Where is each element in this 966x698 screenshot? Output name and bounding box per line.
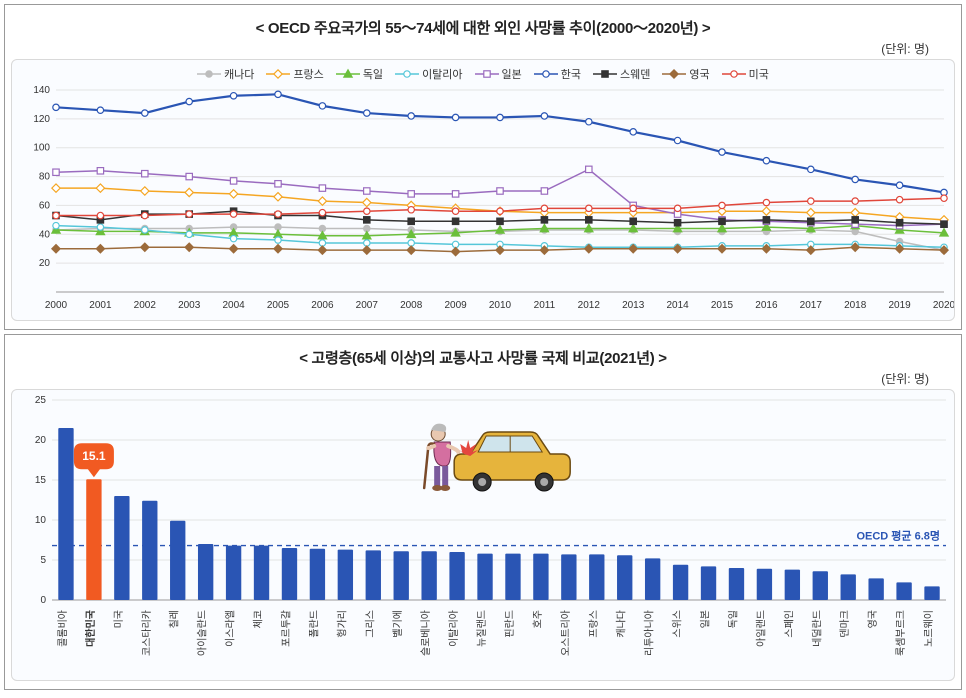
svg-text:스위스: 스위스: [671, 610, 684, 638]
svg-text:2010: 2010: [489, 300, 512, 311]
svg-text:140: 140: [33, 85, 50, 96]
legend-item: 프랑스: [266, 66, 323, 82]
svg-text:이스라엘: 이스라엘: [224, 610, 237, 647]
svg-text:콜롬비아: 콜롬비아: [57, 610, 69, 647]
svg-text:2002: 2002: [134, 300, 157, 311]
svg-text:호주: 호주: [532, 610, 544, 628]
line-chart-area: 캐나다 프랑스 독일 이탈리아 일본 한국 스웨덴 영국 미국 20 40 60 80 100 120 14…: [11, 59, 955, 321]
svg-text:독일: 독일: [727, 610, 739, 628]
svg-text:일본: 일본: [700, 610, 712, 628]
svg-text:20: 20: [39, 258, 51, 269]
svg-text:2001: 2001: [89, 300, 112, 311]
bar-chart-panel: < 고령층(65세 이상)의 교통사고 사망률 국제 비교(2021년) > (…: [4, 334, 962, 690]
svg-text:120: 120: [33, 114, 50, 125]
svg-text:2016: 2016: [755, 300, 778, 311]
svg-text:2000: 2000: [45, 300, 68, 311]
svg-text:2006: 2006: [311, 300, 334, 311]
svg-text:캐나다: 캐나다: [616, 610, 628, 638]
svg-text:15.1: 15.1: [82, 449, 106, 463]
svg-text:2007: 2007: [356, 300, 379, 311]
svg-text:2008: 2008: [400, 300, 423, 311]
legend-item: 일본: [475, 66, 522, 82]
svg-text:영국: 영국: [867, 610, 879, 628]
legend-item: 미국: [722, 66, 769, 82]
svg-text:2017: 2017: [800, 300, 823, 311]
svg-text:아이슬란드: 아이슬란드: [197, 610, 209, 656]
svg-text:이탈리아: 이탈리아: [447, 610, 460, 647]
legend-item: 이탈리아: [395, 66, 462, 82]
svg-text:덴마크: 덴마크: [839, 610, 851, 638]
svg-text:대한민국: 대한민국: [84, 610, 97, 647]
svg-text:포르투갈: 포르투갈: [279, 610, 292, 647]
legend-item: 독일: [336, 66, 383, 82]
svg-text:칠레: 칠레: [169, 610, 181, 628]
svg-text:2013: 2013: [622, 300, 645, 311]
svg-text:60: 60: [39, 200, 51, 211]
svg-text:40: 40: [39, 229, 51, 240]
svg-text:핀란드: 핀란드: [504, 610, 516, 638]
svg-text:아일랜드: 아일랜드: [755, 610, 767, 647]
svg-text:오스트리아: 오스트리아: [560, 610, 572, 656]
svg-text:리투아니아: 리투아니아: [644, 610, 656, 656]
svg-text:헝가리: 헝가리: [336, 610, 348, 638]
svg-text:코스타리카: 코스타리카: [141, 610, 153, 656]
svg-text:5: 5: [40, 555, 46, 566]
line-chart-unit: (단위: 명): [11, 40, 955, 57]
legend-item: 한국: [534, 66, 581, 82]
svg-text:OECD 평균 6.8명: OECD 평균 6.8명: [856, 529, 940, 543]
svg-text:100: 100: [33, 143, 50, 154]
svg-text:20: 20: [35, 435, 47, 446]
svg-text:10: 10: [35, 515, 47, 526]
svg-text:룩셈부르크: 룩셈부르크: [895, 610, 907, 656]
svg-text:2019: 2019: [888, 300, 911, 311]
line-chart-panel: < OECD 주요국가의 55～74세에 대한 외인 사망률 추이(2000～2…: [4, 4, 962, 330]
highlight-callout: 15.1: [74, 443, 114, 477]
bar-chart-unit: (단위: 명): [11, 370, 955, 387]
svg-text:슬로베니아: 슬로베니아: [420, 610, 432, 656]
svg-text:2003: 2003: [178, 300, 201, 311]
svg-text:그리스: 그리스: [364, 610, 376, 638]
svg-text:체코: 체코: [253, 610, 265, 628]
svg-text:2020: 2020: [933, 300, 955, 311]
svg-text:프랑스: 프랑스: [588, 610, 600, 638]
svg-text:폴란드: 폴란드: [308, 610, 320, 638]
svg-text:2005: 2005: [267, 300, 290, 311]
svg-text:2011: 2011: [534, 300, 556, 311]
svg-text:80: 80: [39, 172, 51, 183]
bar-chart-area: 0 5 10 15 20 25 OECD 평균 6.8명 15.1 콜롬비아 대한민국 미국 코스타리…: [11, 389, 955, 681]
svg-text:2009: 2009: [444, 300, 467, 311]
car-person-icon: [424, 424, 570, 491]
svg-text:2004: 2004: [222, 300, 245, 311]
line-chart-legend: 캐나다 프랑스 독일 이탈리아 일본 한국 스웨덴 영국 미국: [12, 60, 954, 84]
bar-chart-title: < 고령층(65세 이상)의 교통사고 사망률 국제 비교(2021년) >: [11, 341, 955, 370]
legend-item: 영국: [662, 66, 709, 82]
line-chart-title: < OECD 주요국가의 55～74세에 대한 외인 사망률 추이(2000～2…: [11, 11, 955, 40]
svg-text:뉴질랜드: 뉴질랜드: [476, 610, 488, 647]
svg-text:2012: 2012: [578, 300, 601, 311]
svg-text:미국: 미국: [113, 610, 125, 628]
legend-item: 캐나다: [197, 66, 254, 82]
svg-text:네덜란드: 네덜란드: [811, 610, 823, 647]
svg-text:2014: 2014: [666, 300, 689, 311]
legend-item: 스웨덴: [593, 66, 650, 82]
svg-text:0: 0: [40, 595, 46, 606]
svg-text:25: 25: [35, 395, 47, 406]
svg-text:스페인: 스페인: [783, 610, 795, 638]
svg-text:노르웨이: 노르웨이: [923, 610, 935, 647]
svg-text:2015: 2015: [711, 300, 734, 311]
svg-text:벨기에: 벨기에: [392, 610, 404, 638]
svg-text:2018: 2018: [844, 300, 867, 311]
svg-text:15: 15: [35, 475, 47, 486]
